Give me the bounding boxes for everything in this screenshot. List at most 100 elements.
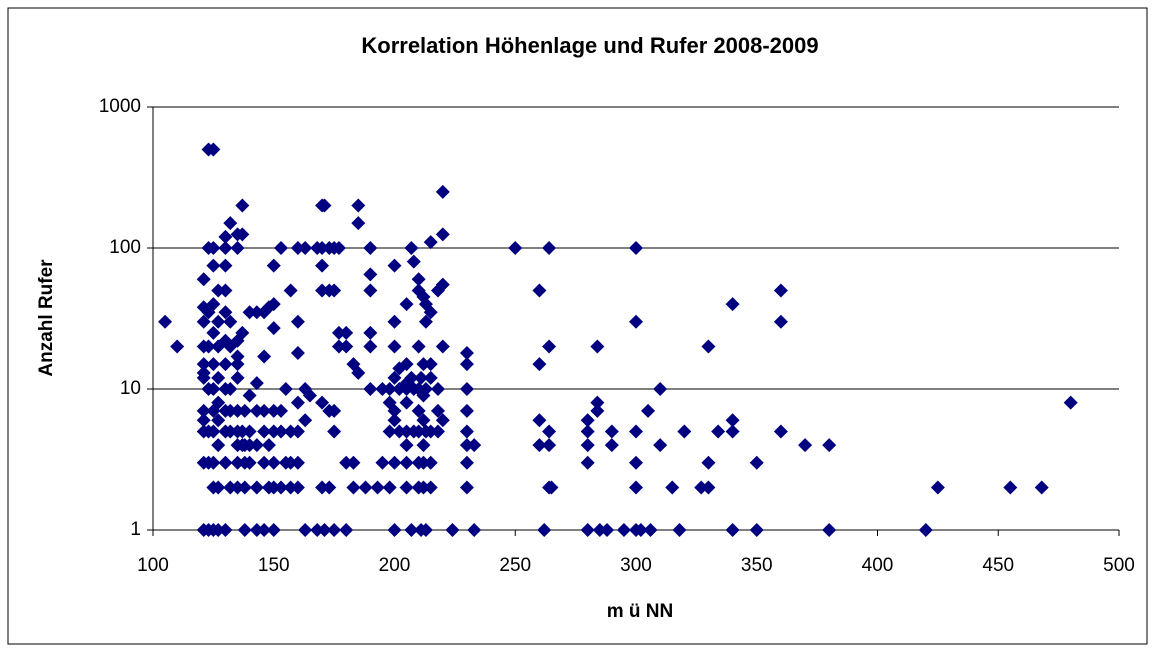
- point: [310, 523, 325, 537]
- point: [211, 395, 226, 410]
- point: [418, 382, 433, 396]
- point: [206, 424, 221, 439]
- point: [665, 480, 680, 495]
- point: [773, 314, 788, 329]
- point: [230, 241, 245, 255]
- point: [382, 382, 397, 396]
- point: [423, 370, 438, 385]
- x-tick-label: 200: [379, 555, 411, 576]
- point: [218, 258, 233, 273]
- point: [411, 403, 426, 418]
- point: [387, 455, 402, 470]
- point: [467, 523, 482, 537]
- point: [196, 357, 211, 372]
- point: [218, 305, 233, 320]
- point: [346, 480, 361, 495]
- point: [230, 357, 245, 372]
- point: [223, 382, 238, 396]
- point: [382, 424, 397, 439]
- point: [196, 314, 211, 329]
- point: [237, 523, 252, 537]
- point: [672, 523, 687, 537]
- point: [218, 523, 233, 537]
- point: [711, 424, 726, 439]
- point: [375, 382, 390, 396]
- point: [235, 325, 250, 340]
- chart-frame: [7, 7, 1148, 645]
- point: [266, 321, 281, 336]
- point: [218, 241, 233, 255]
- point: [459, 424, 474, 439]
- point: [641, 403, 656, 418]
- point: [242, 388, 257, 403]
- point: [423, 357, 438, 372]
- point: [416, 455, 431, 470]
- point: [459, 357, 474, 372]
- point: [315, 241, 330, 255]
- point: [278, 382, 293, 396]
- point: [1003, 480, 1018, 495]
- point: [339, 523, 354, 537]
- point: [532, 283, 547, 298]
- point: [600, 523, 615, 537]
- point: [445, 523, 460, 537]
- point: [206, 357, 221, 372]
- point: [798, 438, 813, 453]
- point: [423, 455, 438, 470]
- point: [351, 365, 366, 380]
- point: [542, 241, 557, 255]
- point: [701, 480, 716, 495]
- point: [206, 297, 221, 312]
- point: [351, 198, 366, 213]
- point: [249, 480, 264, 495]
- point: [298, 523, 313, 537]
- point: [508, 241, 523, 255]
- point: [327, 523, 342, 537]
- point: [223, 480, 238, 495]
- point: [542, 424, 557, 439]
- point: [406, 254, 421, 269]
- point: [411, 272, 426, 287]
- x-tick-label: 250: [499, 555, 531, 576]
- point: [435, 339, 450, 354]
- point: [643, 523, 658, 537]
- point: [580, 523, 595, 537]
- point: [629, 424, 643, 439]
- point: [230, 455, 245, 470]
- point: [399, 455, 414, 470]
- point: [918, 523, 933, 537]
- point: [375, 455, 390, 470]
- point: [387, 523, 402, 537]
- point: [423, 424, 438, 439]
- point: [290, 314, 305, 329]
- point: [459, 480, 474, 495]
- point: [363, 325, 378, 340]
- point: [283, 424, 298, 439]
- point: [266, 403, 281, 418]
- point: [230, 403, 245, 418]
- point: [302, 388, 317, 403]
- point: [822, 523, 837, 537]
- point: [223, 314, 238, 329]
- point: [773, 424, 788, 439]
- y-tick-label: 1: [130, 519, 141, 540]
- point: [633, 523, 648, 537]
- point: [1034, 480, 1049, 495]
- point: [532, 357, 547, 372]
- point: [387, 370, 402, 385]
- point: [580, 424, 595, 439]
- point: [201, 339, 216, 354]
- point: [387, 258, 402, 273]
- point: [1063, 395, 1078, 410]
- point: [266, 523, 281, 537]
- point: [580, 413, 595, 428]
- point: [399, 357, 414, 372]
- point: [363, 267, 378, 282]
- point: [249, 523, 264, 537]
- point: [435, 277, 450, 292]
- point: [315, 283, 330, 298]
- point: [387, 314, 402, 329]
- point: [435, 413, 450, 428]
- point: [701, 339, 716, 354]
- point: [249, 305, 264, 320]
